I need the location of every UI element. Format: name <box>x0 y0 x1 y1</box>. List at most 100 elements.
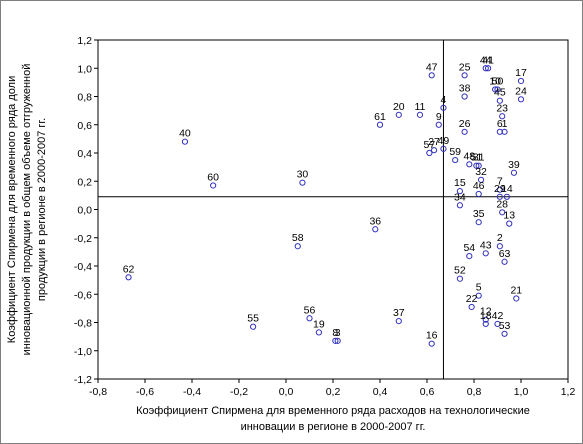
point-label: 22 <box>466 293 478 305</box>
data-point <box>372 226 379 233</box>
y-tick-label: -1,2 <box>74 374 92 386</box>
point-label: 49 <box>438 135 450 147</box>
point-label: 28 <box>496 198 508 210</box>
data-point <box>466 161 473 168</box>
point-label: 30 <box>297 169 309 181</box>
data-point <box>466 253 473 260</box>
data-point <box>210 182 217 189</box>
point-label: 59 <box>449 146 461 158</box>
y-tick-label: 0,2 <box>77 176 92 188</box>
data-point <box>477 176 485 183</box>
point-label: 34 <box>454 191 466 203</box>
point-label: 53 <box>499 320 511 332</box>
point-label: 17 <box>515 67 527 79</box>
point-label: 42 <box>492 310 504 322</box>
data-point <box>294 243 301 250</box>
x-tick-label: 0,4 <box>373 386 388 398</box>
x-axis-label-line-2: инновации в регионе в 2000-2007 гг. <box>241 421 426 433</box>
point-label: 48 <box>463 150 475 162</box>
point-label: 44 <box>480 54 492 66</box>
point-label: 24 <box>515 85 527 97</box>
y-tick-label: 1,0 <box>77 63 92 75</box>
data-point <box>496 128 503 135</box>
data-point <box>494 86 501 93</box>
point-label: 18 <box>480 310 492 322</box>
data-point <box>499 209 506 216</box>
point-label: 61 <box>374 111 386 123</box>
data-point <box>125 274 132 281</box>
data-point <box>315 329 322 336</box>
point-label: 52 <box>454 265 466 277</box>
data-point <box>468 303 475 311</box>
data-point <box>416 111 424 118</box>
x-tick-label: 0,6 <box>420 386 435 398</box>
data-point <box>306 315 313 322</box>
point-label: 19 <box>313 318 325 330</box>
data-point <box>250 323 257 330</box>
point-label: 54 <box>463 242 475 254</box>
data-point <box>395 317 402 325</box>
point-label: 10 <box>489 75 501 87</box>
point-label: 63 <box>499 248 511 260</box>
point-label: 9 <box>436 111 442 123</box>
point-label: 1 <box>502 118 508 130</box>
y-tick-label: 0,0 <box>77 205 92 217</box>
point-label: 11 <box>414 101 425 113</box>
point-label: 43 <box>480 239 492 251</box>
y-tick-label: -1,0 <box>74 346 92 358</box>
data-point <box>475 190 482 198</box>
point-label: 5 <box>476 282 482 294</box>
data-point <box>435 121 442 128</box>
point-label: 45 <box>494 87 506 99</box>
reference-lines <box>98 40 568 379</box>
point-label: 27 <box>428 136 440 148</box>
point-label: 62 <box>123 263 135 275</box>
point-label: 15 <box>454 177 466 189</box>
data-point <box>496 193 503 200</box>
data-point <box>461 128 468 135</box>
data-point <box>452 156 459 164</box>
x-tick-label: 0,0 <box>279 386 294 398</box>
point-labels: 6240605558305619833661203711572716479449… <box>123 54 527 341</box>
data-point <box>482 250 489 257</box>
data-point <box>395 111 402 118</box>
point-label: 39 <box>508 159 520 171</box>
point-label: 25 <box>459 61 471 73</box>
point-label: 12 <box>480 306 492 318</box>
point-label: 2 <box>497 232 503 244</box>
data-point <box>430 147 438 154</box>
data-point <box>440 145 447 152</box>
data-point <box>513 295 520 302</box>
point-label: 31 <box>473 152 485 164</box>
point-label: 51 <box>471 152 483 164</box>
point-label: 26 <box>459 118 471 130</box>
point-label: 46 <box>473 180 485 192</box>
data-point <box>506 220 513 227</box>
x-tick-label: -0,6 <box>136 386 154 398</box>
y-tick-label: 0,4 <box>77 148 92 160</box>
point-label: 32 <box>475 166 487 178</box>
data-point <box>482 320 489 328</box>
point-label: 21 <box>510 284 522 296</box>
data-point <box>299 179 306 186</box>
data-point <box>334 337 341 344</box>
data-point <box>461 93 468 100</box>
data-point <box>482 316 489 323</box>
data-point <box>456 202 463 209</box>
data-point <box>456 188 463 195</box>
data-point <box>517 96 525 103</box>
data-point <box>461 72 468 79</box>
data-point <box>501 258 508 265</box>
y-tick-label: 0,6 <box>77 120 92 132</box>
point-label: 14 <box>501 183 513 195</box>
point-label: 3 <box>335 327 341 339</box>
point-label: 6 <box>497 118 503 130</box>
data-point <box>517 77 525 85</box>
data-point <box>496 243 503 250</box>
data-point <box>332 337 339 344</box>
y-tick-label: -0,2 <box>74 233 92 245</box>
point-label: 50 <box>492 75 504 87</box>
point-label: 36 <box>369 215 381 227</box>
